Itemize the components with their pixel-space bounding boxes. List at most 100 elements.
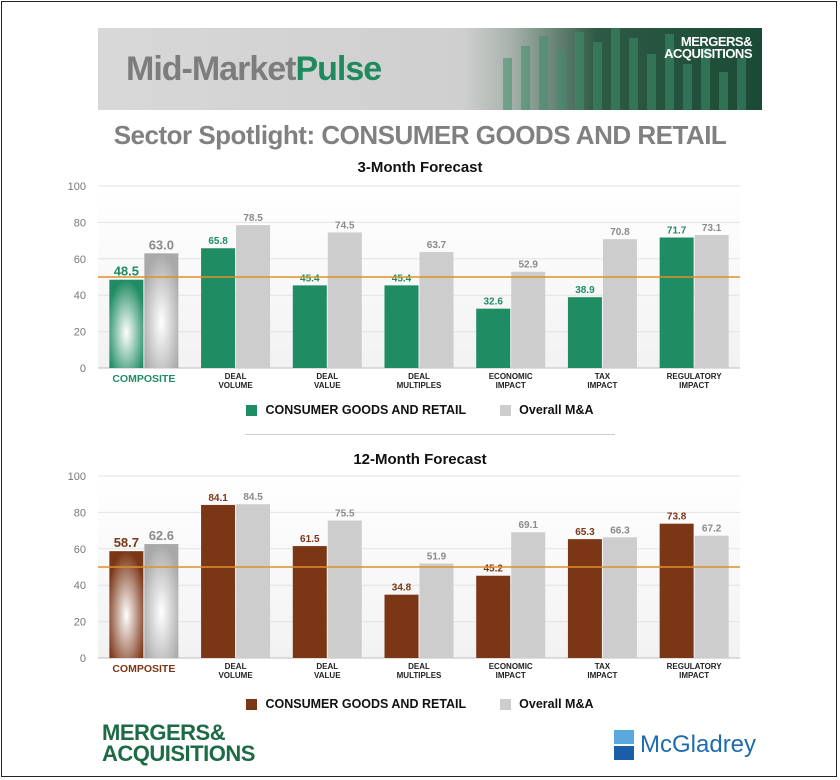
bar-sector bbox=[567, 297, 602, 368]
category-label: REGULATORY bbox=[667, 372, 723, 381]
data-label: 66.3 bbox=[610, 525, 630, 536]
category-label: DEAL bbox=[316, 662, 338, 671]
bar-sector bbox=[476, 575, 511, 658]
mergers-acquisitions-logo: MERGERS& ACQUISITIONS bbox=[102, 720, 255, 766]
data-label: 71.7 bbox=[667, 226, 687, 237]
banner-title: Mid-MarketPulse bbox=[126, 50, 382, 88]
bar-overall bbox=[602, 537, 637, 658]
data-label: 65.8 bbox=[208, 236, 228, 247]
data-label: 73.8 bbox=[667, 512, 687, 523]
category-label: DEAL bbox=[408, 372, 430, 381]
category-label: IMPACT bbox=[496, 671, 526, 680]
category-label: VOLUME bbox=[218, 671, 253, 680]
category-label: TAX bbox=[595, 372, 611, 381]
chart-3month: 0 20 40 60 80 100 48.5 63.0 COMPOSITE 65.8 78.5 DEA… bbox=[68, 181, 740, 390]
bar-overall bbox=[236, 225, 271, 368]
spotlight-title: Sector Spotlight: CONSUMER GOODS AND RET… bbox=[113, 120, 727, 150]
category-label: DEAL bbox=[408, 662, 430, 671]
mcgladrey-logo: McGladrey bbox=[614, 730, 756, 760]
mcgladrey-icon bbox=[614, 730, 634, 760]
data-label: 84.5 bbox=[243, 492, 263, 503]
data-label: 67.2 bbox=[702, 524, 722, 535]
legend-item-overall: Overall M&A bbox=[500, 697, 594, 711]
bar-overall bbox=[511, 532, 546, 658]
y-tick-label: 100 bbox=[68, 181, 86, 193]
category-label: DEAL bbox=[316, 372, 338, 381]
data-label: 63.7 bbox=[427, 240, 447, 251]
bar-sector bbox=[659, 237, 694, 368]
legend-12month: CONSUMER GOODS AND RETAIL Overall M&A bbox=[0, 697, 840, 711]
legend-item-overall: Overall M&A bbox=[500, 403, 594, 417]
bar-overall bbox=[327, 232, 362, 368]
legend-swatch-green bbox=[246, 404, 258, 416]
category-label: IMPACT bbox=[679, 671, 709, 680]
category-label: DEAL bbox=[225, 662, 247, 671]
data-label: 52.9 bbox=[518, 260, 538, 271]
y-tick-label: 20 bbox=[74, 617, 86, 629]
category-label: DEAL bbox=[225, 372, 247, 381]
legend-label: Overall M&A bbox=[519, 697, 594, 711]
data-label: 45.4 bbox=[300, 273, 320, 284]
data-label: 51.9 bbox=[427, 552, 447, 563]
data-label: 58.7 bbox=[114, 535, 139, 550]
category-label: MULTIPLES bbox=[397, 381, 442, 390]
bar-overall bbox=[144, 253, 179, 368]
y-tick-label: 40 bbox=[74, 290, 86, 302]
data-label: 69.1 bbox=[518, 520, 538, 531]
data-label: 62.6 bbox=[149, 528, 174, 543]
bar-sector bbox=[201, 248, 236, 368]
data-label: 65.3 bbox=[575, 527, 595, 538]
legend-label: CONSUMER GOODS AND RETAIL bbox=[265, 403, 467, 417]
data-label: 61.5 bbox=[300, 534, 320, 545]
category-label: VOLUME bbox=[218, 381, 253, 390]
category-label: IMPACT bbox=[496, 381, 526, 390]
legend-swatch-brown bbox=[246, 698, 258, 710]
bar-overall bbox=[236, 504, 271, 658]
category-label: COMPOSITE bbox=[112, 373, 175, 385]
y-tick-label: 80 bbox=[74, 217, 86, 229]
bar-overall bbox=[419, 563, 454, 658]
bar-sector bbox=[567, 539, 602, 658]
bar-sector bbox=[201, 504, 236, 658]
banner-brand-logo: MERGERS& ACQUISITIONS bbox=[664, 34, 752, 61]
data-label: 75.5 bbox=[335, 509, 355, 520]
bar-sector bbox=[384, 594, 419, 658]
bar-overall bbox=[694, 234, 729, 368]
category-label: IMPACT bbox=[679, 381, 709, 390]
bar-overall bbox=[327, 520, 362, 658]
data-label: 48.5 bbox=[114, 264, 139, 279]
y-tick-label: 80 bbox=[74, 507, 86, 519]
legend-3month: CONSUMER GOODS AND RETAIL Overall M&A bbox=[0, 403, 840, 417]
data-label: 70.8 bbox=[610, 227, 630, 238]
bar-sector bbox=[109, 279, 144, 368]
bar-sector bbox=[476, 308, 511, 368]
bar-sector bbox=[292, 546, 327, 658]
category-label: IMPACT bbox=[587, 671, 617, 680]
header-banner: Mid-MarketPulse MERGERS& ACQUISITIONS bbox=[98, 28, 762, 110]
y-tick-label: 20 bbox=[74, 327, 86, 339]
category-label: IMPACT bbox=[587, 381, 617, 390]
legend-swatch-gray bbox=[500, 404, 512, 416]
y-tick-label: 60 bbox=[74, 254, 86, 266]
legend-item-sector: CONSUMER GOODS AND RETAIL bbox=[246, 697, 466, 711]
data-label: 73.1 bbox=[702, 223, 722, 234]
category-label: VALUE bbox=[314, 671, 341, 680]
bar-overall bbox=[602, 239, 637, 368]
bar-overall bbox=[419, 252, 454, 368]
data-label: 78.5 bbox=[243, 213, 263, 224]
y-tick-label: 0 bbox=[80, 363, 86, 375]
category-label: ECONOMIC bbox=[489, 372, 533, 381]
chart-title-12month: 12-Month Forecast bbox=[353, 451, 487, 468]
category-label: MULTIPLES bbox=[397, 671, 442, 680]
data-label: 74.5 bbox=[335, 220, 355, 231]
bar-overall bbox=[144, 544, 179, 658]
section-divider bbox=[245, 434, 615, 435]
data-label: 84.1 bbox=[208, 493, 228, 504]
banner-stripes bbox=[503, 28, 746, 110]
category-label: COMPOSITE bbox=[112, 663, 175, 675]
chart-12month: 0 20 40 60 80 100 58.7 62.6 COMPOSITE 84.1 84.5 DEA… bbox=[68, 471, 740, 680]
data-label: 38.9 bbox=[575, 285, 595, 296]
data-label: 45.4 bbox=[392, 273, 412, 284]
category-label: REGULATORY bbox=[667, 662, 723, 671]
